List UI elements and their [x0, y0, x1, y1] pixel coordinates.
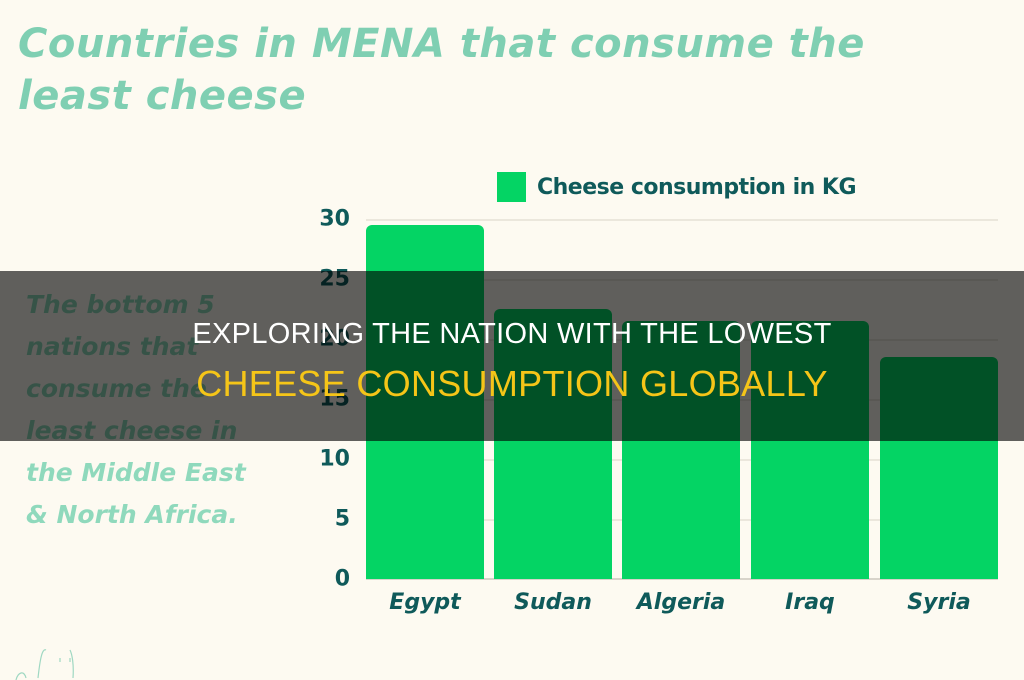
x-label-iraq: Iraq [785, 590, 835, 615]
x-label-egypt: Egypt [389, 590, 461, 615]
legend-swatch [497, 172, 526, 202]
y-tick-10: 10 [319, 446, 350, 472]
x-label-syria: Syria [907, 590, 971, 615]
y-tick-30: 30 [319, 206, 350, 232]
gridline [366, 219, 998, 221]
y-tick-0: 0 [334, 566, 350, 592]
legend-label: Cheese consumption in KG [537, 174, 857, 200]
title-overlay-band [0, 271, 1024, 441]
signature-doodle-icon [15, 649, 74, 680]
x-axis-baseline [366, 578, 998, 580]
legend: Cheese consumption in KG [497, 172, 857, 202]
x-label-algeria: Algeria [636, 590, 726, 615]
y-tick-5: 5 [334, 506, 350, 532]
overlay-headline: EXPLORING THE NATION WITH THE LOWEST [192, 318, 832, 350]
overlay-headline-accent: CHEESE CONSUMPTION GLOBALLY [196, 363, 828, 404]
chart-title: Countries in MENA that consume the least… [18, 21, 865, 119]
x-label-sudan: Sudan [514, 590, 592, 615]
